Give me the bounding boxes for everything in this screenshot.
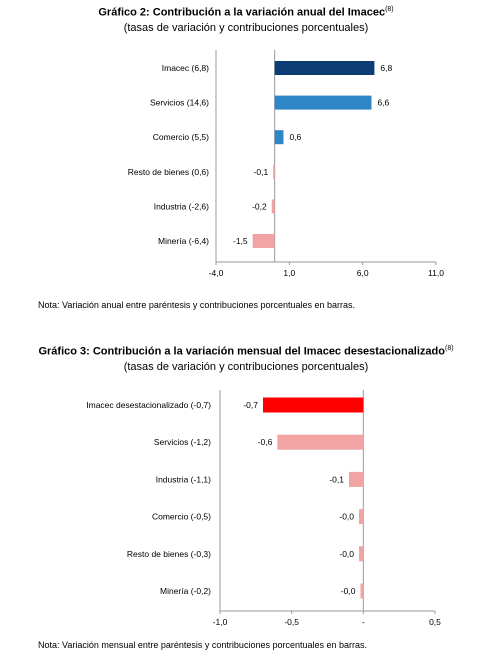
chart2-subtitle: (tasas de variación y contribuciones por… [123,361,369,373]
chart2-title-footnote: (8) [444,345,454,352]
category-label: Imacec (6,8) [162,63,209,73]
x-tick-label: 6,0 [357,268,369,278]
category-label: Servicios (14,6) [150,98,209,108]
category-label: Resto de bienes (-0,3) [127,549,211,559]
bar [271,199,275,214]
value-label: -0,7 [243,400,258,410]
bar [274,61,375,75]
chart2-title: Gráfico 3: Contribución a la variación m… [0,345,492,358]
category-label: Comercio (5,5) [153,132,209,142]
bar [263,397,364,413]
category-label: Industria (-1,1) [156,474,211,484]
bar [359,509,364,525]
category-label: Minería (-6,4) [158,236,209,246]
value-label: -0,2 [252,201,267,211]
value-label: -1,5 [233,236,248,246]
bar [349,471,364,487]
bar [273,164,275,179]
x-tick-label: 11,0 [428,268,444,278]
chart1-subtitle: (tasas de variación y contribuciones por… [123,22,369,34]
chart1-title-text: Gráfico 2: Contribución a la variación a… [98,6,386,19]
chart2-note: Nota: Variación mensual entre paréntesis… [38,640,368,650]
value-label: -0,1 [329,474,344,484]
x-tick-label: - [362,617,365,627]
category-label: Resto de bienes (0,6) [128,167,209,177]
category-label: Minería (-0,2) [160,586,211,596]
bar [252,234,275,248]
x-tick-label: -4,0 [209,268,224,278]
bar [274,130,284,145]
value-label: -0,0 [341,586,356,596]
category-label: Servicios (-1,2) [154,437,211,447]
bar [277,434,364,450]
category-label: Comercio (-0,5) [152,512,211,522]
chart1-note: Nota: Variación anual entre paréntesis y… [38,300,356,310]
bar [360,583,364,599]
bar [274,95,372,110]
chart2-title-text: Gráfico 3: Contribución a la variación m… [38,345,445,358]
category-label: Imacec desestacionalizado (-0,7) [86,400,211,410]
chart1-title: Gráfico 2: Contribución a la variación a… [0,6,492,19]
value-label: -0,6 [258,437,273,447]
value-label: -0,0 [339,512,354,522]
value-label: -0,1 [254,167,269,177]
x-tick-label: 1,0 [283,268,295,278]
x-tick-label: -1,0 [213,617,228,627]
x-tick-label: 0,5 [429,617,441,627]
chart1-plot: -4,0 1,0 6,0 11,0 Imacec (6,8) 6,8 Servicios (… [128,50,444,278]
value-label: 0,6 [289,132,301,142]
value-label: -0,0 [339,549,354,559]
bar [359,546,364,562]
value-label: 6,8 [380,63,392,73]
x-tick-label: -0,5 [284,617,299,627]
chart1-title-footnote: (8) [385,6,394,13]
value-label: 6,6 [377,98,389,108]
category-label: Industria (-2,6) [154,201,209,211]
